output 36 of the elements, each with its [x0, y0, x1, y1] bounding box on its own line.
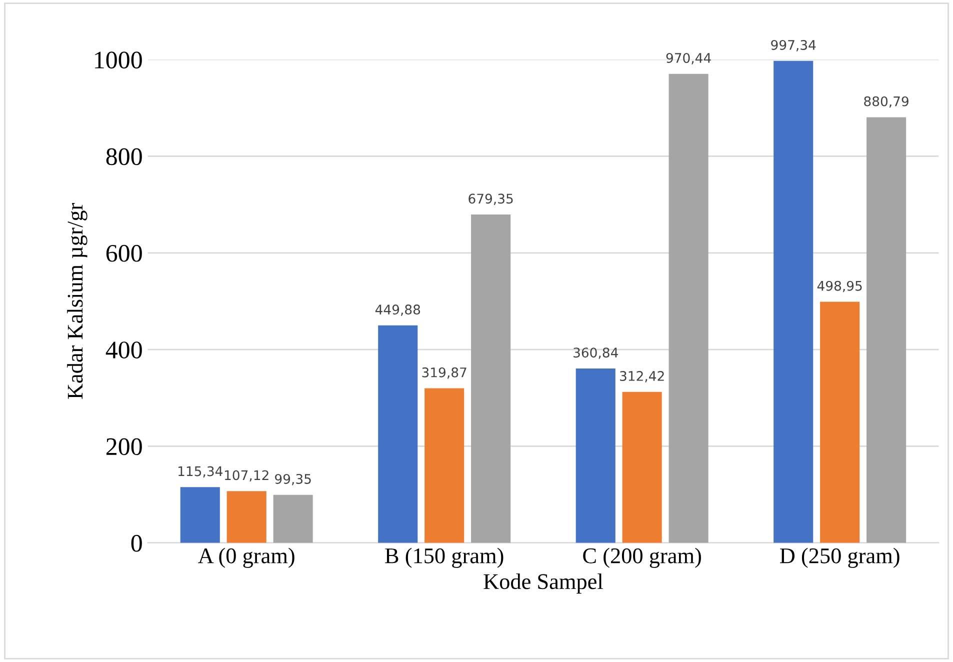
data-label: 498,95: [817, 280, 862, 292]
bar: [774, 60, 814, 543]
bar: [576, 368, 616, 543]
data-label: 880,79: [864, 96, 908, 108]
y-tick-label: 600: [106, 244, 142, 262]
data-label: 319,87: [422, 367, 466, 379]
y-tick-label: 1000: [95, 52, 142, 68]
x-tick-label: C (200 gram): [583, 548, 701, 568]
bar: [866, 117, 906, 543]
data-label: 970,44: [666, 52, 711, 64]
bar: [471, 214, 511, 543]
data-label: 997,34: [771, 40, 816, 52]
data-label: 679,35: [468, 194, 513, 205]
y-tick-label: 400: [106, 342, 142, 358]
y-tick-label: 800: [106, 148, 142, 166]
bar: [180, 487, 220, 543]
y-axis-title: Kadar Kalsium µgr/gr: [67, 203, 88, 399]
data-label: 312,42: [620, 370, 664, 382]
bar: [424, 388, 464, 543]
y-tick-label: 0: [131, 534, 142, 552]
bar: [226, 491, 266, 543]
x-tick-label: A (0 gram): [198, 548, 294, 568]
x-tick-label: B (150 gram): [385, 548, 504, 568]
bar: [668, 74, 708, 543]
data-label: 360,84: [574, 348, 618, 359]
bar: [378, 325, 418, 543]
bar: [820, 302, 860, 543]
bar: [622, 392, 662, 543]
data-label: 449,88: [375, 304, 420, 316]
bar: [273, 494, 313, 543]
data-label: 99,35: [275, 474, 311, 486]
data-label: 107,12: [224, 470, 268, 482]
y-tick-label: 200: [106, 438, 142, 456]
data-label: 115,34: [178, 466, 222, 478]
x-tick-label: D (250 gram): [780, 548, 900, 568]
x-axis-title: Kode Sampel: [484, 573, 603, 594]
